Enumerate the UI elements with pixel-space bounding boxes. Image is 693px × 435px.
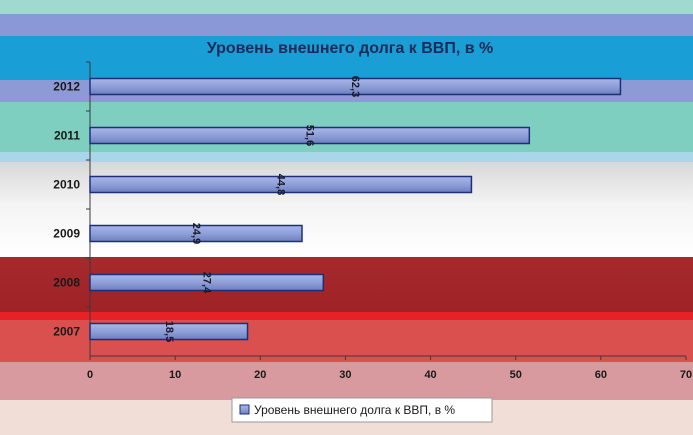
category-label: 2012 — [53, 80, 80, 94]
x-tick-label: 40 — [424, 369, 436, 381]
x-tick-label: 0 — [87, 369, 93, 381]
category-label: 2009 — [53, 227, 80, 241]
bar — [89, 322, 249, 341]
data-label: 18,5 — [163, 321, 175, 342]
bar — [89, 224, 303, 243]
category-label: 2007 — [53, 325, 80, 339]
x-tick-label: 60 — [595, 369, 607, 381]
data-label: 44,8 — [275, 174, 287, 195]
bar — [89, 77, 622, 96]
x-tick-label: 20 — [254, 369, 266, 381]
data-label: 24,9 — [190, 223, 202, 244]
chart-title: Уровень внешнего долга к ВВП, в % — [207, 40, 494, 57]
bar — [89, 175, 473, 194]
legend: Уровень внешнего долга к ВВП, в % — [231, 397, 493, 423]
legend-label: Уровень внешнего долга к ВВП, в % — [254, 403, 455, 417]
plot-area: 0 10 20 30 40 50 60 70 2012 62,3 2011 51,6 2010 44,8 2… — [53, 61, 692, 381]
x-tick-label: 70 — [680, 369, 692, 381]
data-label: 51,6 — [304, 125, 316, 146]
legend-box — [231, 397, 493, 423]
x-tick-label: 50 — [510, 369, 522, 381]
legend-swatch — [239, 404, 250, 415]
data-label: 27,4 — [201, 272, 213, 294]
x-tick-label: 30 — [339, 369, 351, 381]
x-tick-label: 10 — [169, 369, 181, 381]
category-label: 2010 — [53, 178, 80, 192]
data-label: 62,3 — [349, 76, 361, 97]
category-label: 2011 — [54, 129, 80, 143]
category-label: 2008 — [53, 276, 80, 290]
bar — [89, 273, 325, 292]
bar — [89, 126, 531, 145]
